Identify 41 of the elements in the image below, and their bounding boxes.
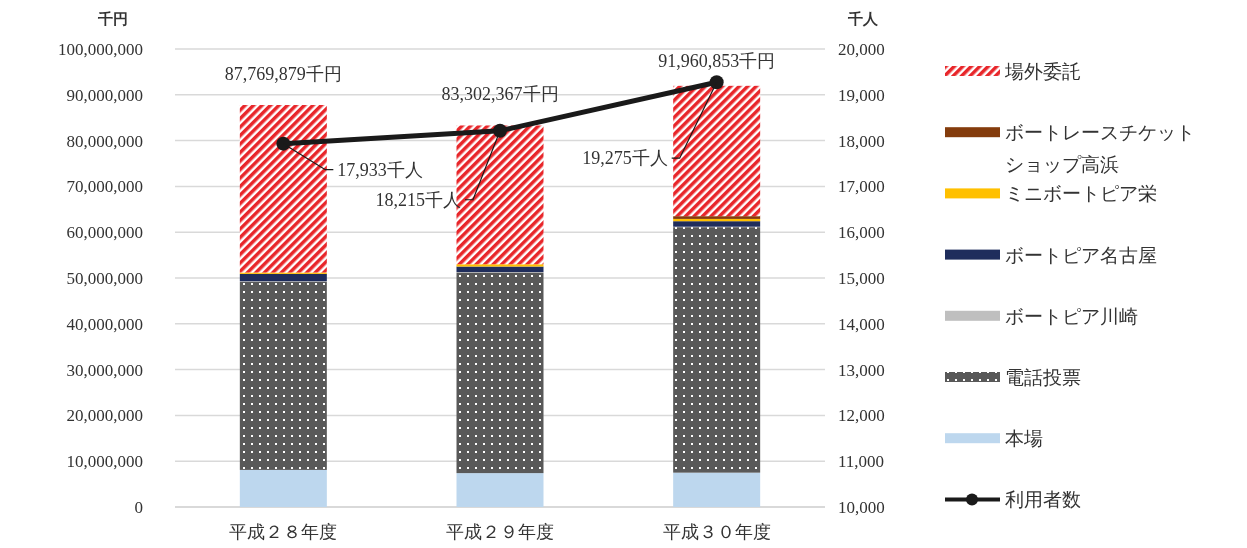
x-tick-label: 平成３０年度 [662, 522, 771, 542]
y2-tick-label: 16,000 [838, 223, 885, 243]
y-tick-label: 10,000,000 [66, 452, 143, 472]
x-tick-label: 平成２８年度 [229, 522, 338, 542]
data-label: 17,933千人 [337, 159, 423, 180]
legend-label: 場外委託 [1004, 61, 1081, 82]
data-label: 18,215千人 [375, 189, 461, 210]
legend-label: ボートピア名古屋 [1005, 244, 1157, 266]
x-tick-label: 平成２９年度 [446, 522, 554, 542]
data-label: 19,275千人 [582, 148, 668, 169]
y2-tick-label: 14,000 [838, 314, 885, 334]
y2-tick-label: 20,000 [838, 40, 885, 59]
y-tick-label: 80,000,000 [66, 131, 143, 151]
y-tick-label: 0 [134, 498, 143, 517]
y-axis-title: 千円 [97, 11, 128, 27]
y2-tick-label: 18,000 [838, 131, 885, 151]
legend-label: ボートレースチケットショップ高浜 [1005, 122, 1195, 176]
total-label: 83,302,367千円 [441, 84, 559, 105]
y-tick-label: 30,000,000 [66, 360, 143, 380]
y-tick-label: 100,000,000 [58, 40, 143, 59]
y-tick-label: 60,000,000 [66, 223, 143, 243]
legend-label: ボートピア川崎 [1005, 305, 1138, 327]
y2-tick-label: 15,000 [838, 269, 885, 288]
y-tick-label: 70,000,000 [66, 177, 143, 197]
legend-label: ミニボートピア栄 [1005, 183, 1157, 205]
y2-tick-label: 17,000 [838, 177, 885, 197]
total-label: 91,960,853千円 [658, 51, 776, 71]
y-tick-label: 20,000,000 [66, 406, 143, 426]
legend-label: 本場 [1005, 428, 1043, 450]
y-tick-label: 40,000,000 [66, 314, 143, 334]
legend-label: 利用者数 [1005, 489, 1081, 511]
y2-tick-label: 12,000 [838, 406, 885, 426]
y-tick-label: 50,000,000 [66, 269, 143, 288]
y2-axis-title: 千人 [847, 11, 879, 27]
total-label: 87,769,879千円 [224, 64, 342, 85]
y2-tick-label: 10,000 [838, 498, 885, 517]
y2-tick-label: 13,000 [838, 360, 885, 380]
legend-label: 電話投票 [1005, 367, 1081, 388]
y-tick-label: 90,000,000 [66, 85, 143, 105]
y2-tick-label: 11,000 [838, 452, 885, 472]
y2-tick-label: 19,000 [838, 85, 885, 105]
